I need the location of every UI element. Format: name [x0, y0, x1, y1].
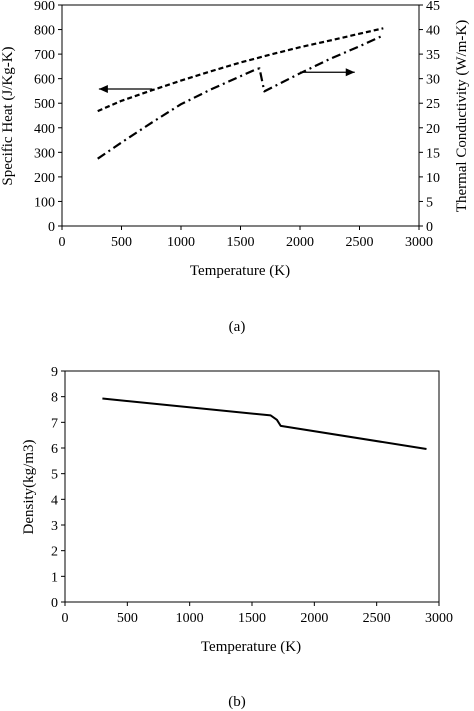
chart-a-y-ticks: 0 100 200 300 400 500 600 700 800 900 [34, 0, 62, 235]
y-tick-label: 400 [34, 122, 55, 137]
y-tick-label: 6 [51, 442, 58, 457]
y2-tick-label: 5 [426, 195, 433, 210]
y-tick-label: 1 [51, 570, 58, 585]
y-tick-label: 5 [51, 468, 58, 483]
x-tick-label: 1000 [167, 235, 195, 250]
y-tick-label: 9 [51, 365, 58, 380]
y2-tick-label: 40 [426, 24, 440, 39]
chart-b-caption: (b) [228, 694, 246, 710]
series-line-2 [97, 34, 384, 160]
x-tick-label: 1500 [238, 611, 266, 626]
y-tick-label: 100 [34, 195, 55, 210]
y-tick-label: 3 [51, 519, 58, 534]
y-tick-label: 800 [34, 24, 55, 39]
y2-tick-label: 15 [426, 146, 440, 161]
y-tick-label: 300 [34, 146, 55, 161]
x-tick-label: 1500 [227, 235, 255, 250]
y2-tick-label: 35 [426, 48, 440, 63]
y2-tick-label: 20 [426, 122, 440, 137]
annotation-arrow-head [98, 84, 108, 93]
x-tick-label: 2000 [300, 611, 328, 626]
x-tick-label: 1000 [176, 611, 204, 626]
y-tick-label: 0 [51, 596, 58, 611]
chart-a-series [97, 27, 384, 160]
chart-b: 0 500 1000 1500 2000 2500 3000 0 1 2 3 4 5 6 7 8 9 Temp… [21, 365, 453, 710]
chart-a-y2-axis-label: Thermal Conductivity (W/m-K) [454, 20, 470, 212]
annotation-arrow-head [345, 68, 355, 77]
chart-a-y-axis-label: Specific Heat (J/Kg-K) [0, 46, 16, 185]
x-tick-label: 2000 [286, 235, 314, 250]
chart-a-x-ticks: 0 500 1000 1500 2000 2500 3000 [59, 226, 433, 250]
chart-a-x-axis-label: Temperature (K) [190, 263, 290, 279]
y2-tick-label: 10 [426, 171, 440, 186]
chart-b-x-axis-label: Temperature (K) [201, 639, 301, 655]
series-line-1 [97, 27, 384, 113]
chart-b-series [102, 397, 427, 450]
y-tick-label: 900 [34, 0, 55, 14]
x-tick-label: 2500 [346, 235, 374, 250]
y-tick-label: 2 [51, 545, 58, 560]
y2-tick-label: 45 [426, 0, 440, 14]
x-tick-label: 3000 [405, 235, 433, 250]
x-tick-label: 2500 [363, 611, 391, 626]
y-tick-label: 0 [48, 220, 55, 235]
chart-b-x-ticks: 0 500 1000 1500 2000 2500 3000 [62, 602, 453, 626]
y-tick-label: 8 [51, 391, 58, 406]
chart-a: 0 500 1000 1500 2000 2500 3000 010020030040050… [0, 0, 470, 335]
x-tick-label: 3000 [425, 611, 453, 626]
y2-tick-label: 30 [426, 73, 440, 88]
chart-a-plot-frame [61, 4, 420, 227]
y-tick-label: 7 [51, 416, 58, 431]
chart-a-y2-ticks: 0 5 10 15 20 25 30 35 40 45 [419, 0, 440, 235]
y-tick-label: 600 [34, 73, 55, 88]
chart-a-caption: (a) [229, 319, 246, 335]
y2-tick-label: 0 [426, 220, 433, 235]
series-line-1 [102, 397, 427, 450]
x-tick-label: 500 [117, 611, 138, 626]
x-tick-label: 500 [111, 235, 132, 250]
chart-b-y-axis-label: Density(kg/m3) [21, 440, 37, 535]
y-tick-label: 500 [34, 97, 55, 112]
chart-a-annotations [98, 68, 355, 93]
y-tick-label: 200 [34, 171, 55, 186]
x-tick-label: 0 [59, 235, 66, 250]
chart-b-y-ticks: 0 1 2 3 4 5 6 7 8 9 [51, 365, 65, 611]
y2-tick-label: 25 [426, 97, 440, 112]
chart-b-plot-frame [64, 370, 440, 603]
y-tick-label: 4 [51, 493, 58, 508]
x-tick-label: 0 [62, 611, 69, 626]
y-tick-label: 700 [34, 48, 55, 63]
